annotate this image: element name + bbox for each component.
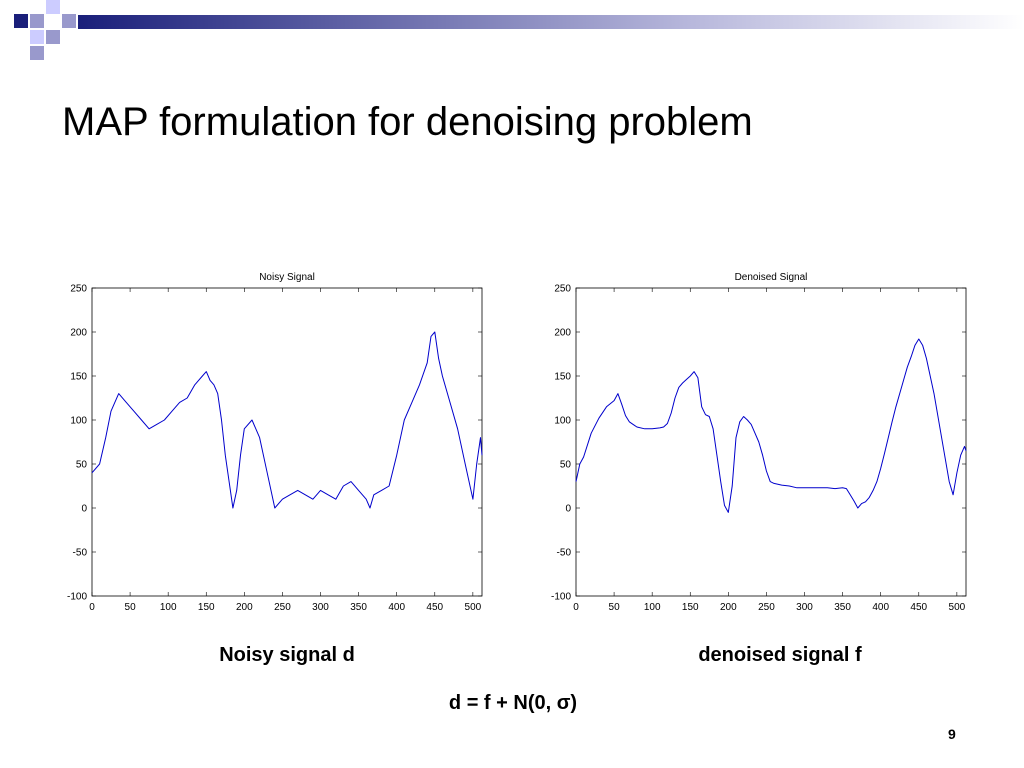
y-tick-label: -100 (67, 592, 87, 603)
x-tick-label: 250 (274, 602, 291, 613)
decor-square (30, 46, 44, 60)
decor-square (30, 30, 44, 44)
x-tick-label: 100 (644, 602, 661, 613)
x-tick-label: 0 (573, 602, 579, 613)
x-tick-label: 300 (312, 602, 329, 613)
x-tick-label: 50 (125, 602, 137, 613)
y-tick-label: 250 (554, 284, 571, 295)
y-tick-label: 250 (70, 284, 87, 295)
x-tick-label: 150 (198, 602, 215, 613)
signal-line (91, 331, 483, 509)
y-tick-label: 50 (76, 460, 88, 471)
x-tick-label: 300 (796, 602, 813, 613)
x-tick-label: 400 (388, 602, 405, 613)
x-tick-label: 0 (89, 602, 95, 613)
y-tick-label: 200 (70, 328, 87, 339)
page-number: 9 (948, 726, 956, 742)
denoised-signal-caption: denoised signal f (698, 644, 862, 666)
signal-line (575, 338, 967, 513)
x-tick-label: 350 (350, 602, 367, 613)
y-tick-label: 200 (554, 328, 571, 339)
noisy-signal-caption: Noisy signal d (219, 644, 355, 666)
denoised-signal-chart: Denoised Signal 0 50 100 150 200 250 300 350 400 4… (551, 272, 967, 613)
plot-frame (91, 287, 483, 597)
x-tick-label: 400 (872, 602, 889, 613)
y-tick-label: 100 (70, 416, 87, 427)
x-tick-label: 350 (834, 602, 851, 613)
decor-square (30, 14, 44, 28)
plot-frame (575, 287, 967, 597)
decor-square (14, 14, 28, 28)
header-gradient-bar (78, 15, 1024, 29)
y-tick-label: -50 (557, 548, 572, 559)
y-tick-label: 0 (81, 504, 87, 515)
y-tick-label: 100 (554, 416, 571, 427)
x-tick-label: 200 (236, 602, 253, 613)
decor-square (46, 0, 60, 14)
x-tick-label: 50 (609, 602, 621, 613)
y-tick-label: 150 (70, 372, 87, 383)
x-tick-label: 450 (426, 602, 443, 613)
chart-title: Denoised Signal (735, 272, 808, 283)
x-tick-label: 250 (758, 602, 775, 613)
slide-decoration (14, 0, 76, 60)
x-tick-label: 500 (465, 602, 482, 613)
y-tick-label: 150 (554, 372, 571, 383)
x-tick-label: 450 (910, 602, 927, 613)
noise-model-equation: d = f + N(0, σ) (448, 692, 578, 714)
y-tick-label: -50 (73, 548, 88, 559)
chart-title: Noisy Signal (259, 272, 315, 283)
decor-square (46, 30, 60, 44)
y-tick-label: -100 (551, 592, 571, 603)
y-tick-label: 50 (560, 460, 572, 471)
y-tick-label: 0 (565, 504, 571, 515)
x-tick-label: 200 (720, 602, 737, 613)
x-tick-label: 100 (160, 602, 177, 613)
noisy-signal-chart: Noisy Signal 0 50 100 150 200 250 300 350 400 450 5… (67, 272, 483, 613)
x-tick-label: 150 (682, 602, 699, 613)
decor-square (62, 14, 76, 28)
slide-title: MAP formulation for denoising problem (62, 100, 753, 144)
x-tick-label: 500 (949, 602, 966, 613)
